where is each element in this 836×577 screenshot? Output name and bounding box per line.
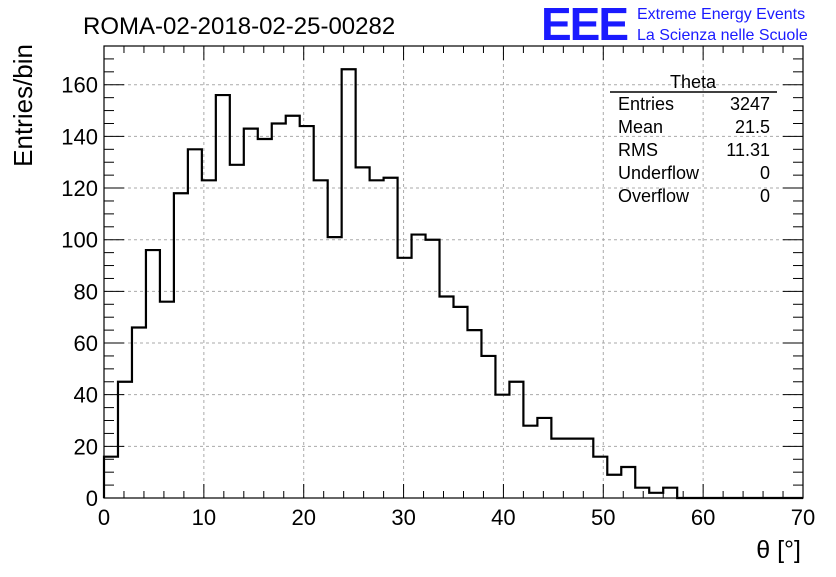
y-tick-label: 160 — [61, 73, 98, 98]
y-tick-label: 0 — [86, 486, 98, 511]
x-tick-label: 70 — [791, 505, 815, 530]
y-tick-label: 20 — [74, 434, 98, 459]
stats-box-rows: Entries 3247 Mean 21.5 RMS 11.31 Underflow 0 Ove… — [618, 94, 770, 206]
stats-row-value: 0 — [760, 163, 770, 183]
histogram-outline — [102, 68, 803, 500]
y-axis-label: Entries/bin — [8, 44, 38, 167]
plot-frame — [103, 45, 804, 499]
stats-row-value: 11.31 — [726, 140, 770, 160]
y-tick-label: 100 — [61, 228, 98, 253]
x-tick-label: 20 — [291, 505, 315, 530]
stats-row-value: 0 — [760, 186, 770, 206]
y-tick-label: 40 — [74, 383, 98, 408]
grid-lines — [104, 46, 803, 498]
x-tick-label: 50 — [591, 505, 615, 530]
stats-row-label: Overflow — [618, 186, 690, 206]
stats-row-label: RMS — [618, 140, 658, 160]
y-tick-label: 80 — [74, 279, 98, 304]
x-tick-label: 30 — [391, 505, 415, 530]
histogram-bars — [102, 68, 803, 500]
chart-title: ROMA-02-2018-02-25-00282 — [83, 13, 395, 40]
stats-box: Theta Entries 3247 Mean 21.5 RMS 11.31 Underfl… — [610, 72, 777, 206]
stats-row-value: 3247 — [730, 94, 770, 114]
stats-row-value: 21.5 — [735, 117, 770, 137]
axis-ticks — [103, 45, 804, 499]
eee-logo-line1: Extreme Energy Events — [637, 6, 805, 23]
y-tick-label: 140 — [61, 124, 98, 149]
x-tick-label: 0 — [98, 505, 110, 530]
y-tick-label: 60 — [74, 331, 98, 356]
x-tick-label: 10 — [192, 505, 216, 530]
stats-row-label: Entries — [618, 94, 674, 114]
stats-box-title: Theta — [670, 72, 717, 92]
eee-logo-line2: La Scienza nelle Scuole — [637, 27, 808, 44]
x-axis-label: θ [°] — [756, 536, 801, 564]
x-tick-label: 60 — [691, 505, 715, 530]
eee-logo-mark: EEE — [541, 0, 627, 50]
eee-logo: EEE Extreme Energy Events La Scienza nel… — [541, 0, 808, 50]
y-tick-label: 120 — [61, 176, 98, 201]
stats-row-label: Underflow — [618, 163, 700, 183]
x-tick-label: 40 — [491, 505, 515, 530]
stats-row-label: Mean — [618, 117, 663, 137]
tick-labels: 0 10 20 30 40 50 60 70 0 20 40 60 80 100 120 140 160 — [61, 73, 815, 530]
